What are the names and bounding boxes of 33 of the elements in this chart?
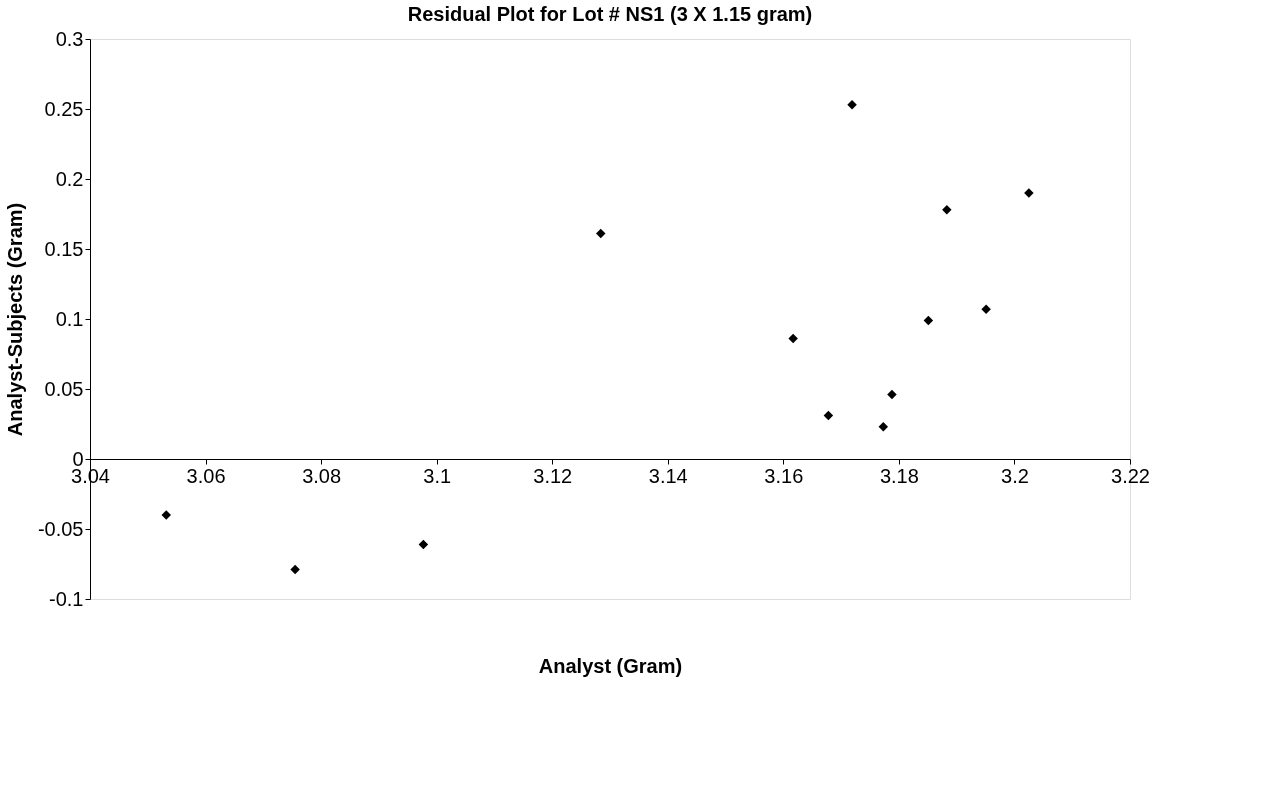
x-tick-label: 3.06 xyxy=(186,464,226,487)
point xyxy=(887,389,897,400)
y-tick-label: 0 xyxy=(72,447,84,470)
x-tick-label: 3.2 xyxy=(1001,464,1029,487)
point xyxy=(418,539,429,550)
x-tick-label: 3.1 xyxy=(423,464,452,487)
y-tick-label: 0.15 xyxy=(44,237,84,260)
point xyxy=(942,205,952,215)
x-tick-label: 3.08 xyxy=(302,464,342,487)
point xyxy=(161,510,172,520)
y-tick-label: -0.05 xyxy=(37,517,84,540)
y-tick-label: -0.1 xyxy=(49,587,84,610)
y-tick-label: 0.05 xyxy=(44,377,84,400)
x-tick-label: 3.14 xyxy=(648,464,688,487)
chart-title: Residual Plot for Lot # NS1 (3 X 1.15 gram) xyxy=(407,3,813,25)
y-tick-label: 0.3 xyxy=(55,27,84,50)
y-axis-title: Analyst-Subjects (Gram) xyxy=(3,202,26,437)
x-tick-label: 3.18 xyxy=(879,464,919,487)
y-tick-label: 0.1 xyxy=(55,307,84,330)
y-tick-label: 0.25 xyxy=(44,97,84,120)
point xyxy=(788,333,798,344)
point xyxy=(823,410,834,421)
point xyxy=(923,315,934,326)
x-tick-label: 3.16 xyxy=(764,464,804,487)
x-axis-title: Analyst (Gram) xyxy=(538,654,683,677)
point xyxy=(596,228,606,239)
x-tick-label: 3.22 xyxy=(1111,464,1150,487)
point xyxy=(981,304,991,314)
point xyxy=(878,422,889,432)
point xyxy=(290,564,300,575)
x-tick-label: 3.12 xyxy=(533,464,573,487)
y-tick-label: 0.2 xyxy=(55,167,84,190)
point xyxy=(847,100,857,110)
